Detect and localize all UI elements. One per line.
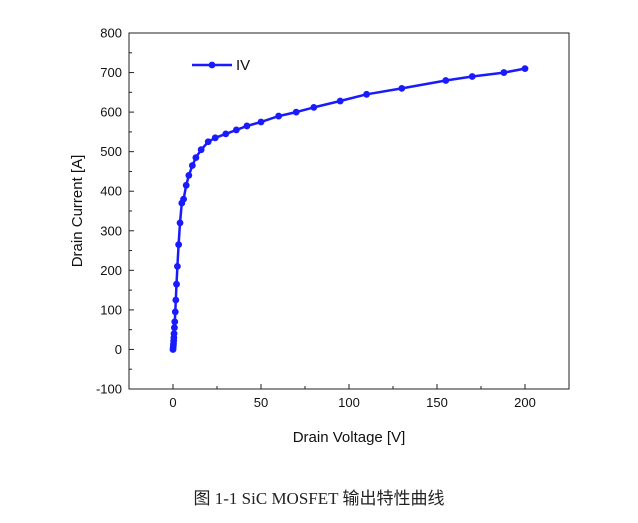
y-tick-label: 0 (115, 342, 122, 357)
data-point (185, 172, 193, 179)
data-point (292, 108, 300, 116)
legend-marker (208, 61, 216, 69)
x-tick-label: 150 (426, 395, 448, 410)
data-point (204, 138, 212, 146)
data-point (243, 122, 251, 130)
data-point (211, 134, 219, 142)
y-tick-label: -100 (96, 382, 122, 397)
y-tick-label: 100 (100, 302, 122, 317)
data-point (500, 69, 508, 76)
data-point (170, 330, 178, 338)
data-point (176, 219, 184, 227)
y-tick-label: 300 (100, 223, 122, 238)
x-tick-label: 200 (514, 395, 536, 410)
series-line-0 (171, 67, 526, 350)
series-layer (169, 65, 529, 353)
axis-tick-labels: 0 50 100 150 200 -100 0 100 200 300 400 500 600 700 80… (96, 26, 536, 411)
x-tick-label: 50 (254, 395, 268, 410)
data-point (222, 130, 230, 138)
y-tick-label: 400 (100, 184, 122, 199)
data-point (232, 126, 240, 134)
y-tick-label: 800 (100, 26, 122, 41)
legend-label: IV (236, 57, 250, 74)
data-point (521, 65, 529, 72)
data-point (363, 90, 370, 98)
figure-caption: 图 1-1 SiC MOSFET 输出特性曲线 (193, 489, 445, 508)
axis-ticks (129, 32, 526, 390)
plot-frame (128, 32, 570, 390)
data-point (180, 195, 187, 203)
y-tick-label: 700 (100, 65, 122, 80)
data-point (442, 77, 450, 84)
y-tick-label: 600 (100, 105, 122, 120)
legend: IV (192, 57, 250, 74)
data-point (174, 262, 181, 270)
x-tick-label: 0 (169, 395, 176, 410)
data-point (468, 73, 476, 80)
data-point (257, 118, 265, 126)
data-point (182, 181, 190, 189)
data-point (336, 97, 344, 105)
data-point (192, 154, 200, 162)
y-tick-label: 500 (100, 144, 122, 159)
data-point (171, 308, 179, 316)
iv-chart: 0 50 100 150 200 -100 0 100 200 300 400 500 600 700 80… (69, 26, 570, 446)
data-point (172, 296, 180, 304)
data-point (171, 324, 178, 332)
data-point (197, 146, 205, 154)
x-tick-label: 100 (338, 395, 360, 410)
data-point (310, 103, 318, 111)
data-point (398, 84, 406, 92)
x-axis-label: Drain Voltage [V] (293, 429, 406, 446)
data-point (188, 162, 196, 169)
data-point (173, 280, 180, 288)
y-axis-label: Drain Current [A] (69, 155, 86, 268)
data-point (275, 112, 282, 120)
y-tick-label: 200 (100, 263, 122, 278)
data-point (175, 241, 183, 249)
data-point (171, 318, 179, 326)
